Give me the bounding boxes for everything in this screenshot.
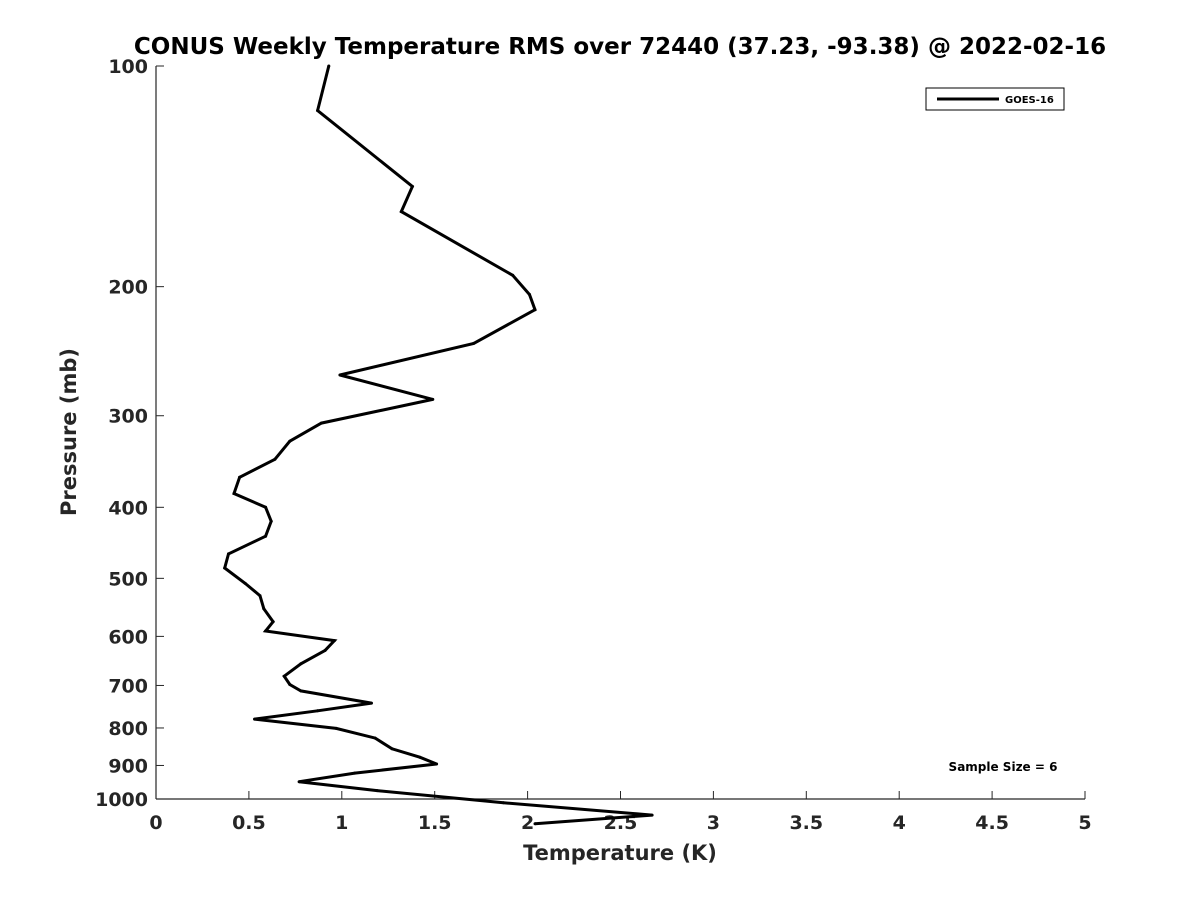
series-line-goes-16 bbox=[222, 65, 653, 826]
x-tick-label: 1 bbox=[335, 812, 348, 834]
x-tick-label: 5 bbox=[1078, 812, 1091, 834]
x-tick-label: 0.5 bbox=[232, 812, 266, 834]
series-point bbox=[435, 762, 439, 766]
x-axis-label: Temperature (K) bbox=[523, 841, 717, 865]
series-point bbox=[399, 210, 403, 214]
legend: GOES-16 bbox=[925, 87, 1065, 111]
x-tick-label: 1.5 bbox=[418, 812, 452, 834]
series-point bbox=[501, 801, 505, 805]
y-tick-label: 600 bbox=[108, 626, 148, 648]
series-point bbox=[316, 109, 320, 112]
series-point bbox=[375, 789, 379, 793]
series-point bbox=[243, 581, 247, 585]
series-point bbox=[273, 457, 277, 461]
y-tick-label: 400 bbox=[108, 497, 148, 519]
series-point bbox=[227, 552, 230, 556]
series-point bbox=[390, 747, 394, 751]
series-point bbox=[269, 519, 273, 523]
series-point bbox=[650, 813, 654, 817]
series-point bbox=[223, 566, 227, 570]
series-point bbox=[370, 701, 373, 705]
x-tick-label: 3.5 bbox=[789, 812, 823, 834]
series-point bbox=[282, 674, 286, 678]
series-point bbox=[418, 755, 422, 759]
series-point bbox=[288, 683, 292, 686]
series-point bbox=[373, 736, 377, 740]
y-tick-label: 1000 bbox=[95, 789, 148, 811]
plot-area: 0 0.5 1 1.5 2 2.5 3 3.5 4 4.5 51002003004005006007… bbox=[95, 56, 1092, 834]
series-point bbox=[297, 780, 301, 784]
y-tick-label: 800 bbox=[108, 718, 148, 740]
chart-title: CONUS Weekly Temperature RMS over 72440 … bbox=[134, 34, 1106, 60]
series-point bbox=[533, 308, 537, 312]
series-point bbox=[253, 717, 256, 721]
series-point bbox=[431, 397, 435, 401]
series-point bbox=[264, 505, 268, 509]
series-point bbox=[299, 689, 303, 693]
series-point bbox=[232, 492, 236, 495]
series-point bbox=[528, 293, 531, 296]
y-tick-label: 300 bbox=[108, 406, 148, 428]
y-tick-label: 700 bbox=[108, 675, 148, 697]
y-axis-label: Pressure (mb) bbox=[57, 348, 81, 516]
series-point bbox=[316, 709, 320, 713]
series-point bbox=[334, 726, 338, 730]
series-point bbox=[323, 648, 327, 652]
series-point bbox=[410, 185, 414, 188]
x-tick-label: 4 bbox=[893, 812, 906, 834]
series-point bbox=[288, 439, 292, 443]
series-point bbox=[327, 64, 331, 68]
series-point bbox=[353, 771, 357, 775]
legend-label-goes-16: GOES-16 bbox=[1005, 95, 1054, 106]
series-point bbox=[271, 620, 275, 624]
y-tick-label: 100 bbox=[108, 56, 148, 78]
series-point bbox=[332, 639, 336, 643]
series-point bbox=[238, 475, 242, 479]
series-point bbox=[264, 629, 268, 633]
series-point bbox=[472, 341, 476, 345]
x-tick-label: 3 bbox=[707, 812, 720, 834]
x-tick-label: 4.5 bbox=[975, 812, 1009, 834]
series-point bbox=[262, 607, 266, 611]
series-point bbox=[338, 373, 342, 377]
series-point bbox=[533, 822, 537, 826]
series-point bbox=[258, 594, 262, 598]
series-point bbox=[319, 421, 323, 425]
y-tick-label: 200 bbox=[108, 277, 148, 299]
series-point bbox=[511, 273, 515, 277]
sample-size-annotation: Sample Size = 6 bbox=[949, 760, 1058, 774]
x-tick-label: 2 bbox=[521, 812, 534, 834]
series-point bbox=[299, 662, 303, 666]
series-point bbox=[264, 534, 268, 538]
y-tick-label: 900 bbox=[108, 755, 148, 777]
y-tick-label: 500 bbox=[108, 568, 148, 590]
x-tick-label: 0 bbox=[149, 812, 162, 834]
